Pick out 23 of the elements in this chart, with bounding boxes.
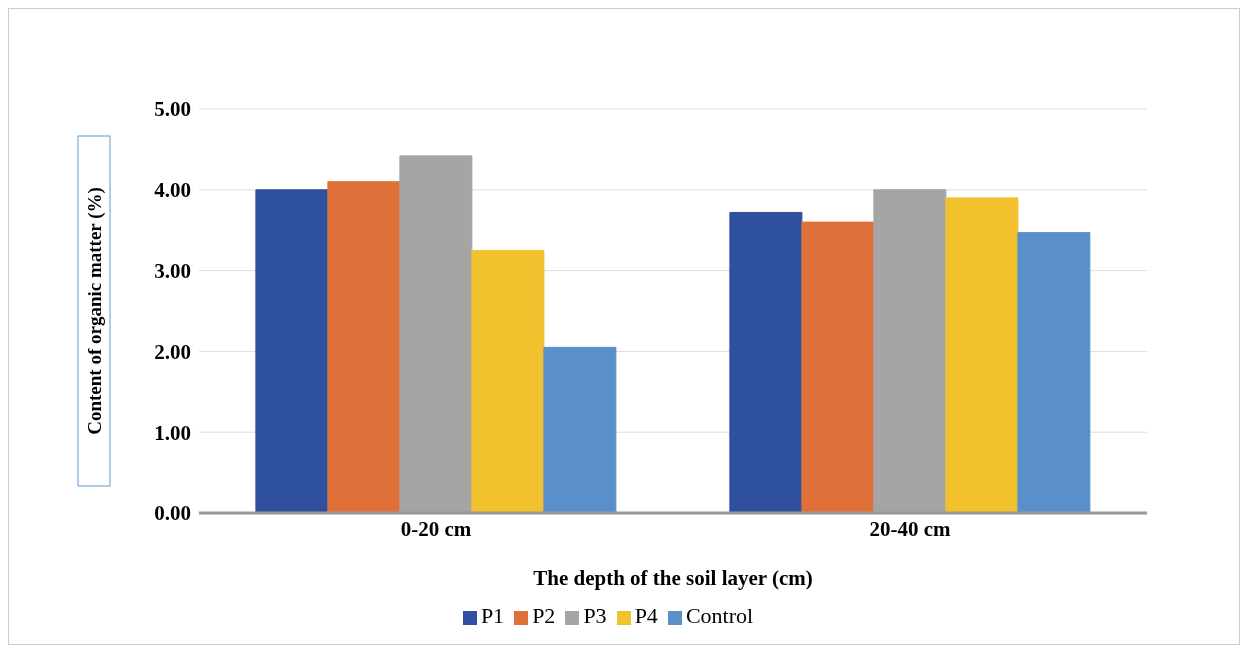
bar xyxy=(471,249,545,513)
legend-label: P4 xyxy=(634,603,658,628)
legend-label: Control xyxy=(685,603,754,628)
x-axis-title: The depth of the soil layer (cm) xyxy=(533,566,813,590)
y-tick-label: 0.00 xyxy=(154,501,191,526)
x-tick-label: 20-40 cm xyxy=(869,516,952,541)
y-tick-label: 2.00 xyxy=(154,339,191,364)
bar xyxy=(543,346,617,513)
legend-label: P3 xyxy=(583,603,607,628)
y-axis-title: Content of organic matter (%) xyxy=(83,187,106,435)
bar xyxy=(801,221,875,513)
y-tick-label: 4.00 xyxy=(154,178,191,203)
y-tick-label: 5.00 xyxy=(154,97,191,122)
y-tick-label: 3.00 xyxy=(154,259,191,284)
y-tick-label: 1.00 xyxy=(154,420,191,445)
legend-label: P2 xyxy=(532,603,556,628)
bar xyxy=(327,181,401,513)
x-tick-label: 0-20 cm xyxy=(400,516,472,541)
bar xyxy=(945,197,1019,513)
bar xyxy=(729,211,803,513)
bar xyxy=(255,189,329,513)
legend-label: P1 xyxy=(480,603,505,628)
bar xyxy=(1017,232,1091,513)
